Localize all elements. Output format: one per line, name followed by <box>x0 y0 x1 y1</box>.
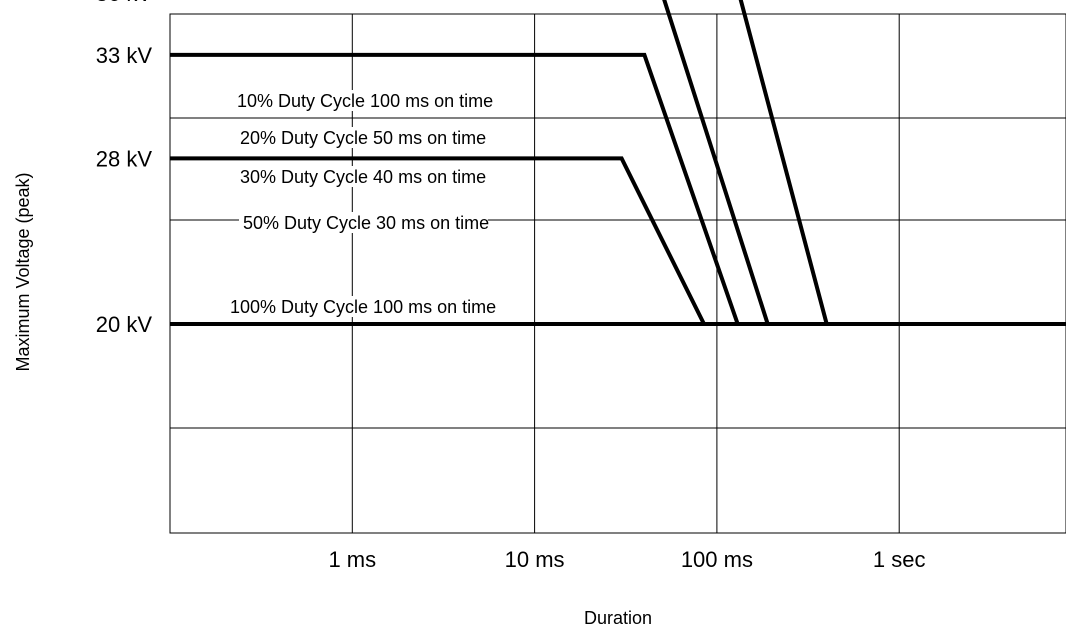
series-label: 30% Duty Cycle 40 ms on time <box>240 167 486 187</box>
x-tick-label: 100 ms <box>681 547 753 572</box>
series-label: 100% Duty Cycle 100 ms on time <box>230 297 496 317</box>
x-tick-label: 10 ms <box>505 547 565 572</box>
plot-frame <box>169 13 1066 534</box>
series-label-bg <box>226 296 492 317</box>
series-label-bg <box>233 90 491 111</box>
series-lines <box>170 0 1066 326</box>
series-label-bg <box>236 127 485 148</box>
x-tick-labels: 1 ms 10 ms 100 ms 1 sec <box>328 547 925 572</box>
series-line <box>738 0 829 325</box>
y-tick-label: 28 kV <box>96 146 153 171</box>
series-labels: 10% Duty Cycle 100 ms on time 20% Duty Cy… <box>226 90 496 317</box>
series-label: 20% Duty Cycle 50 ms on time <box>240 128 486 148</box>
series-label-bg <box>239 212 488 233</box>
y-tick-label: 36 kV <box>96 0 153 6</box>
series-label-bg <box>236 166 485 187</box>
series-line <box>170 52 740 325</box>
x-axis-label: Duration <box>584 608 652 628</box>
series-line <box>170 156 706 325</box>
y-axis-label: Maximum Voltage (peak) <box>13 172 33 371</box>
y-tick-label: 20 kV <box>96 312 153 337</box>
series-line <box>662 0 770 325</box>
y-tick-label: 33 kV <box>96 43 153 68</box>
series-label: 10% Duty Cycle 100 ms on time <box>237 91 493 111</box>
x-tick-label: 1 sec <box>873 547 926 572</box>
x-tick-label: 1 ms <box>328 547 376 572</box>
series-label: 50% Duty Cycle 30 ms on time <box>243 213 489 233</box>
